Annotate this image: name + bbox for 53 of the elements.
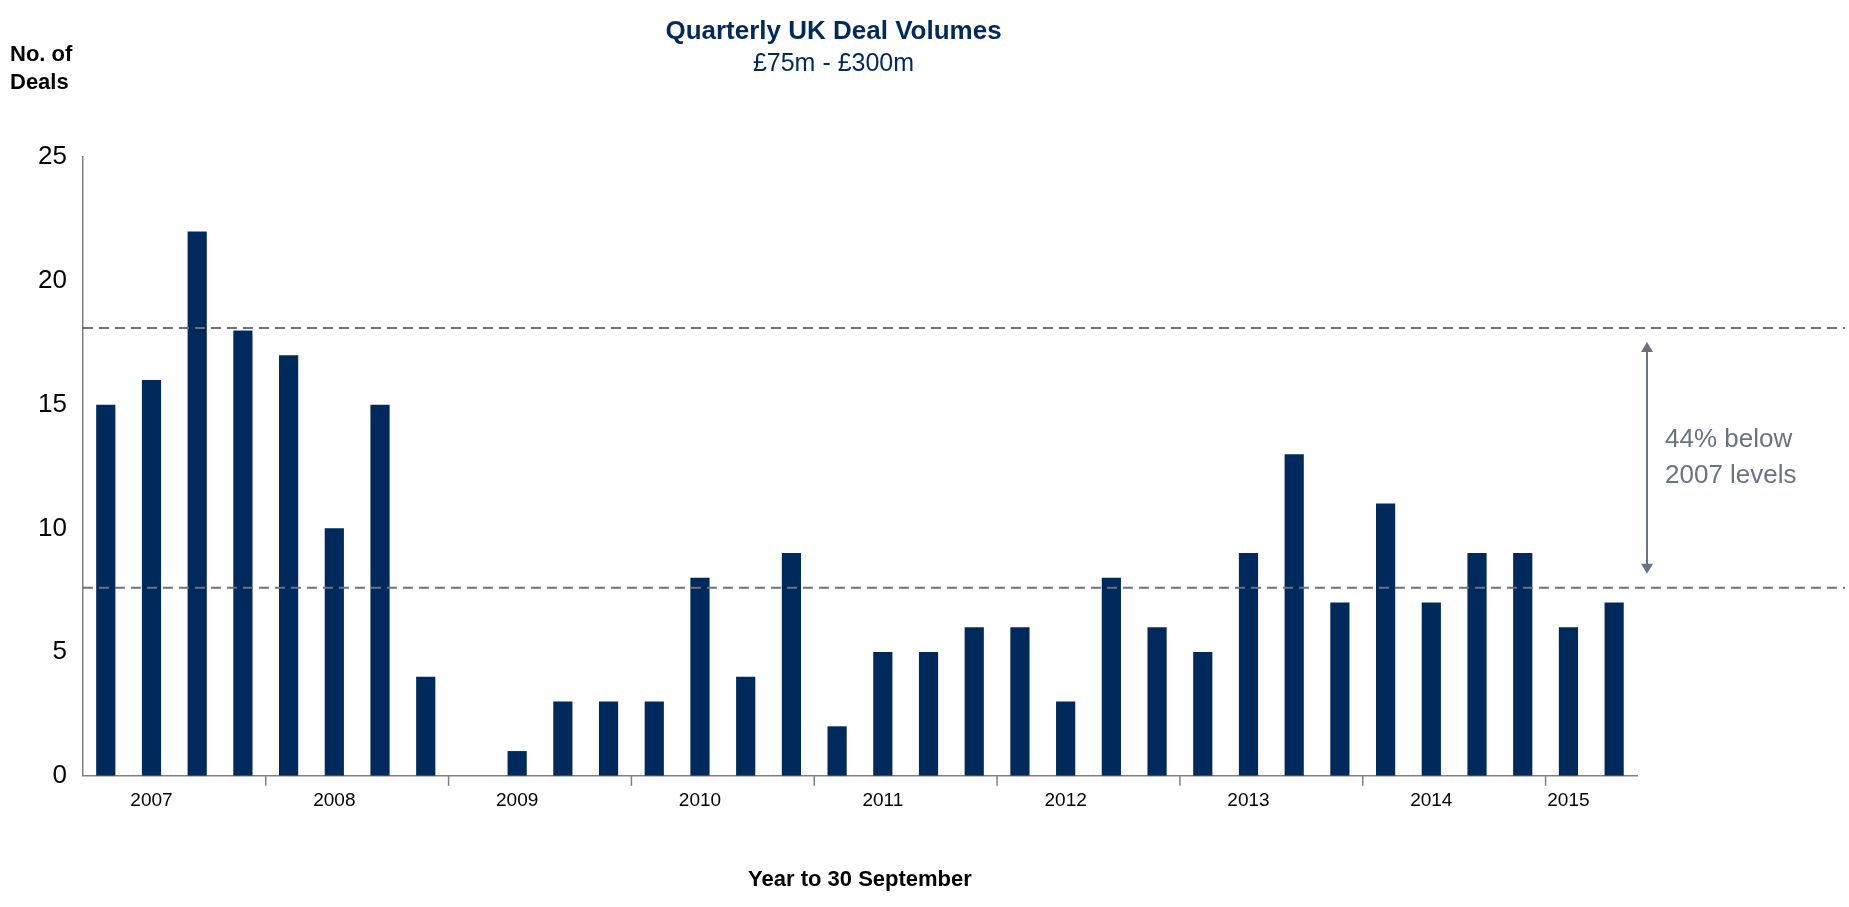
bar <box>1056 701 1076 776</box>
x-axis-title: Year to 30 September <box>748 865 973 891</box>
x-tick-label: 2007 <box>130 789 173 811</box>
bar <box>1238 553 1259 776</box>
bar <box>1101 577 1121 776</box>
bar <box>736 676 756 776</box>
bar <box>1467 553 1487 776</box>
y-tick-label: 20 <box>38 264 67 295</box>
bar <box>1010 627 1030 776</box>
y-tick-label: 5 <box>52 635 67 666</box>
bar <box>96 404 116 776</box>
text: 44% below 2007 levels <box>1665 423 1797 490</box>
bar <box>370 404 390 776</box>
bar <box>324 528 344 776</box>
y-tick-label: 15 <box>38 387 67 418</box>
bar <box>1284 454 1304 776</box>
bar <box>553 701 573 776</box>
bar <box>1421 602 1441 776</box>
x-tick-label: 2008 <box>313 789 356 811</box>
bar <box>279 355 299 776</box>
chart-title: Quarterly UK Deal Volumes <box>665 14 1002 45</box>
bar <box>187 231 207 776</box>
x-tick-label: 2012 <box>1044 789 1087 811</box>
bar <box>1558 627 1579 776</box>
bar <box>690 577 710 776</box>
bar <box>1376 503 1396 776</box>
y-tick-label: 10 <box>38 511 67 542</box>
y-tick-label: 25 <box>38 140 67 171</box>
x-tick-label: 2011 <box>862 789 904 811</box>
x-tick-label: 2015 <box>1547 789 1590 811</box>
bar <box>507 751 527 776</box>
bar <box>1330 602 1350 776</box>
bar <box>918 652 939 776</box>
bar <box>1604 602 1624 776</box>
bar <box>416 676 436 776</box>
bar <box>1193 652 1213 776</box>
bar <box>233 330 253 776</box>
bar <box>644 701 664 776</box>
bar <box>827 726 847 776</box>
bar <box>964 627 984 776</box>
bar <box>1147 627 1167 776</box>
bar <box>141 379 162 776</box>
bar <box>873 652 893 776</box>
x-tick-label: 2014 <box>1410 789 1453 811</box>
bar <box>781 553 801 776</box>
bar <box>598 701 619 776</box>
x-tick-label: 2013 <box>1227 789 1270 811</box>
x-tick-label: 2009 <box>496 789 539 811</box>
y-tick-label: 0 <box>52 758 67 789</box>
x-tick-label: 2010 <box>678 789 722 811</box>
y-axis-title: No. of Deals <box>10 41 73 95</box>
bar <box>1513 553 1533 776</box>
chart-subtitle: £75m - £300m <box>752 48 915 77</box>
